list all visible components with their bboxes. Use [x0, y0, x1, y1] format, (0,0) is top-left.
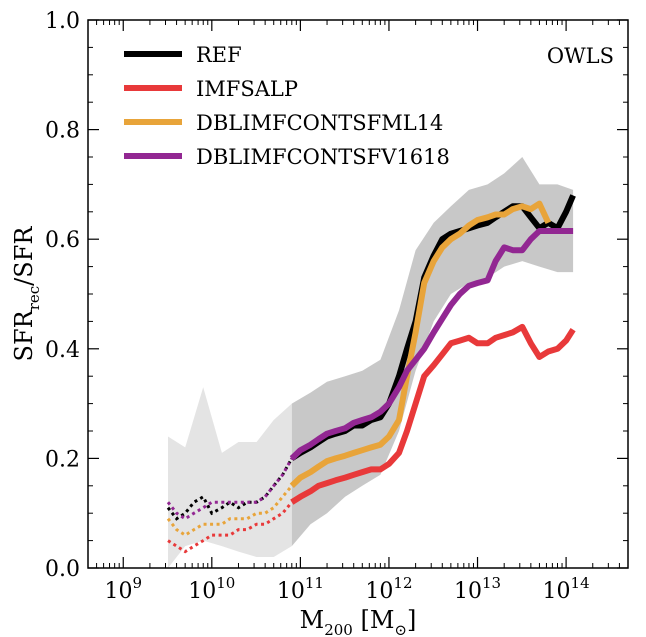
x-tick-label-0: 109	[104, 574, 142, 604]
y-tick-label-1: 0.2	[45, 447, 80, 472]
y-tick-label-0: 0.0	[45, 557, 80, 582]
x-tick-label-1: 1010	[188, 574, 235, 604]
y-label-sub: rec	[25, 286, 43, 310]
x-label-unit-close: ]	[407, 606, 416, 634]
scatter-bands	[168, 157, 574, 568]
series-1-line	[290, 323, 576, 505]
series-2-dotted-line	[166, 484, 293, 537]
x-label-main: M	[300, 606, 325, 634]
scatter-band-unresolved	[168, 387, 292, 568]
x-tick-label-5: 1014	[543, 574, 590, 604]
owls-annotation: OWLS	[547, 44, 614, 68]
y-axis-label: SFRrec/SFR	[10, 226, 43, 362]
x-axis-label: M200 [M⊙]	[300, 606, 417, 637]
y-tick-label-3: 0.6	[45, 228, 80, 253]
x-tick-label-4: 1013	[454, 574, 501, 604]
x-tick-label-3: 1012	[365, 574, 412, 604]
x-tick-label-2: 1011	[277, 574, 324, 604]
x-label-unit-open: [M	[353, 606, 395, 634]
y-tick-label-2: 0.4	[45, 338, 80, 363]
y-tick-label-5: 1.0	[45, 9, 80, 34]
legend-label-0: REF	[196, 43, 242, 67]
series-2-line	[289, 200, 552, 488]
y-label-tail: /SFR	[10, 226, 38, 286]
legend: REF IMFSALP DBLIMFCONTSFML14 DBLIMFCONTSFV1…	[124, 43, 450, 169]
y-tick-label-4: 0.8	[45, 119, 80, 144]
series-3-dotted-line	[166, 457, 294, 521]
legend-label-3: DBLIMFCONTSFV1618	[196, 145, 450, 169]
y-label-main: SFR	[10, 309, 38, 361]
series-3-line	[289, 228, 574, 461]
x-label-unit-sub: ⊙	[394, 621, 407, 637]
legend-label-2: DBLIMFCONTSFML14	[196, 111, 443, 135]
x-label-sub: 200	[324, 621, 353, 637]
axis-ticks: 109 1010 1011 1012 1013 1014 0.0 0.2 0.4 0.6 0.8 1.…	[45, 9, 629, 604]
legend-label-1: IMFSALP	[196, 77, 298, 101]
series-lines	[166, 194, 576, 554]
